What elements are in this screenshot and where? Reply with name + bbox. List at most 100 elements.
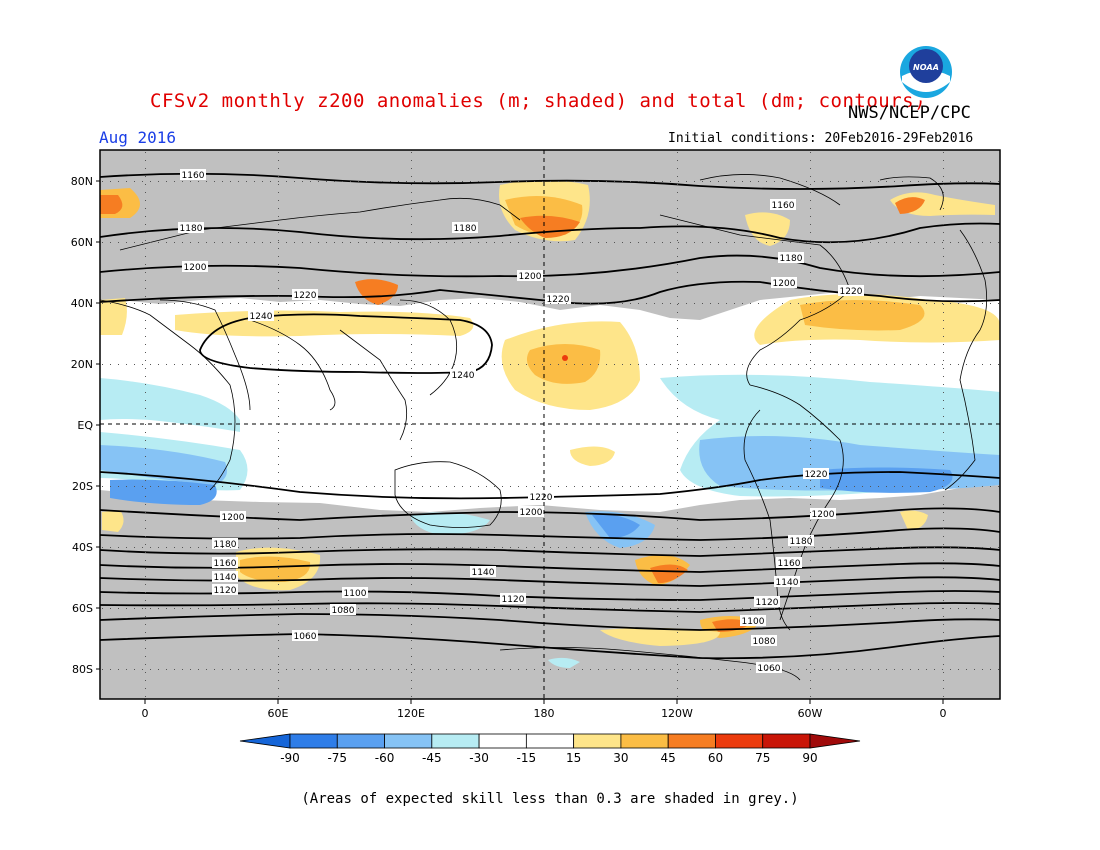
colorbar-tick-label: -15	[517, 751, 537, 765]
lat-label: 20N	[71, 358, 93, 371]
contour-label: 1180	[452, 222, 478, 234]
contour-label: 1200	[518, 506, 544, 518]
contour-label: 1060	[292, 630, 318, 642]
svg-text:1160: 1160	[182, 171, 205, 181]
colorbar-tick-label: -75	[327, 751, 347, 765]
svg-text:1180: 1180	[214, 540, 237, 550]
svg-text:1220: 1220	[294, 291, 317, 301]
contour-label: 1080	[330, 604, 356, 616]
lat-label: 60N	[71, 236, 93, 249]
svg-text:NOAA: NOAA	[913, 63, 939, 72]
svg-text:1200: 1200	[520, 508, 543, 518]
colorbar-tick-label: 45	[661, 751, 676, 765]
contour-label: 1200	[220, 511, 246, 523]
svg-text:1120: 1120	[756, 598, 779, 608]
colorbar-tick-label: -90	[280, 751, 300, 765]
colorbar-tick-label: -30	[469, 751, 489, 765]
colorbar-swatch	[573, 733, 622, 749]
lon-label: 60E	[268, 707, 289, 720]
colorbar-tick-label: 15	[566, 751, 581, 765]
colorbar-swatch	[289, 733, 338, 749]
agency-label: NWS/NCEP/CPC	[848, 103, 971, 123]
colorbar-swatch	[431, 733, 480, 749]
svg-text:1220: 1220	[840, 287, 863, 297]
contour-label: 1120	[500, 593, 526, 605]
colorbar-tick-label: 60	[708, 751, 723, 765]
svg-text:1160: 1160	[772, 201, 795, 211]
colorbar-swatch	[620, 733, 669, 749]
contour-label: 1160	[770, 199, 796, 211]
contour-label: 1100	[342, 587, 368, 599]
svg-text:1220: 1220	[547, 295, 570, 305]
longitude-ticks	[144, 699, 944, 704]
lat-label: 40S	[72, 541, 93, 554]
lat-label: 40N	[71, 297, 93, 310]
lat-label: 20S	[72, 480, 93, 493]
contour-label: 1240	[450, 369, 476, 381]
svg-text:1180: 1180	[790, 537, 813, 547]
contour-label: 1140	[212, 571, 238, 583]
lon-label: 0	[940, 707, 947, 720]
svg-text:1200: 1200	[773, 279, 796, 289]
svg-text:1180: 1180	[180, 224, 203, 234]
negative-anomalies	[100, 374, 1000, 668]
svg-text:1140: 1140	[214, 573, 237, 583]
contour-label: 1060	[756, 662, 782, 674]
contour-label: 1200	[517, 270, 543, 282]
contour-label: 1160	[212, 557, 238, 569]
lon-label: 0	[142, 707, 149, 720]
colorbar-tick-label: 30	[613, 751, 628, 765]
contour-label: 1140	[774, 576, 800, 588]
lat-label: 80N	[71, 175, 93, 188]
svg-text:1080: 1080	[332, 606, 355, 616]
colorbar-tick-label: 75	[755, 751, 770, 765]
contour-labels: 1160 1160 1180 1180 1180 1200 1200 1200 …	[178, 169, 864, 674]
contour-label: 1160	[776, 557, 802, 569]
svg-text:1080: 1080	[753, 637, 776, 647]
colorbar-tick-label: -45	[422, 751, 442, 765]
contour-label: 1100	[740, 615, 766, 627]
colorbar-swatch	[667, 733, 716, 749]
colorbar-swatch	[715, 733, 764, 749]
colorbar-swatch	[525, 733, 575, 749]
svg-text:1060: 1060	[758, 664, 781, 674]
svg-text:1240: 1240	[250, 312, 273, 322]
svg-text:1180: 1180	[454, 224, 477, 234]
svg-text:1180: 1180	[780, 254, 803, 264]
contour-label: 1220	[292, 289, 318, 301]
lon-label: 120W	[661, 707, 693, 720]
longitude-axis: 0 60E 120E 180 120W 60W 0	[142, 707, 947, 720]
svg-text:1060: 1060	[294, 632, 317, 642]
contour-label: 1200	[810, 508, 836, 520]
footnote: (Areas of expected skill less than 0.3 a…	[301, 791, 799, 807]
contour-label: 1220	[803, 468, 829, 480]
svg-text:1120: 1120	[502, 595, 525, 605]
lon-label: 120E	[397, 707, 425, 720]
contour-label: 1120	[212, 584, 238, 596]
svg-text:1160: 1160	[214, 559, 237, 569]
svg-text:1200: 1200	[222, 513, 245, 523]
colorbar-tick-label: -60	[375, 751, 395, 765]
colorbar: -90 -75 -60 -45 -30 -15 15 30 45 60 75 90	[239, 733, 861, 765]
lat-label: EQ	[77, 419, 93, 432]
lon-label: 60W	[798, 707, 823, 720]
latitude-axis: 80N 60N 40N 20N EQ 20S 40S 60S 80S	[71, 175, 94, 676]
svg-text:1200: 1200	[812, 510, 835, 520]
contour-label: 1180	[178, 222, 204, 234]
lat-label: 80S	[72, 663, 93, 676]
contour-label: 1220	[838, 285, 864, 297]
contour-label: 1160	[180, 169, 206, 181]
svg-text:1140: 1140	[472, 568, 495, 578]
colorbar-arrow-low	[239, 733, 291, 749]
svg-text:1240: 1240	[452, 371, 475, 381]
contour-label: 1220	[528, 491, 554, 503]
svg-text:1100: 1100	[742, 617, 765, 627]
colorbar-swatch	[384, 733, 433, 749]
colorbar-arrow-high	[809, 733, 861, 749]
contour-label: 1080	[751, 635, 777, 647]
latitude-ticks	[96, 180, 100, 670]
contour-label: 1200	[771, 277, 797, 289]
graticule	[102, 152, 999, 697]
initial-conditions: Initial conditions: 20Feb2016-29Feb2016	[668, 131, 974, 146]
contour-label: 1180	[212, 538, 238, 550]
